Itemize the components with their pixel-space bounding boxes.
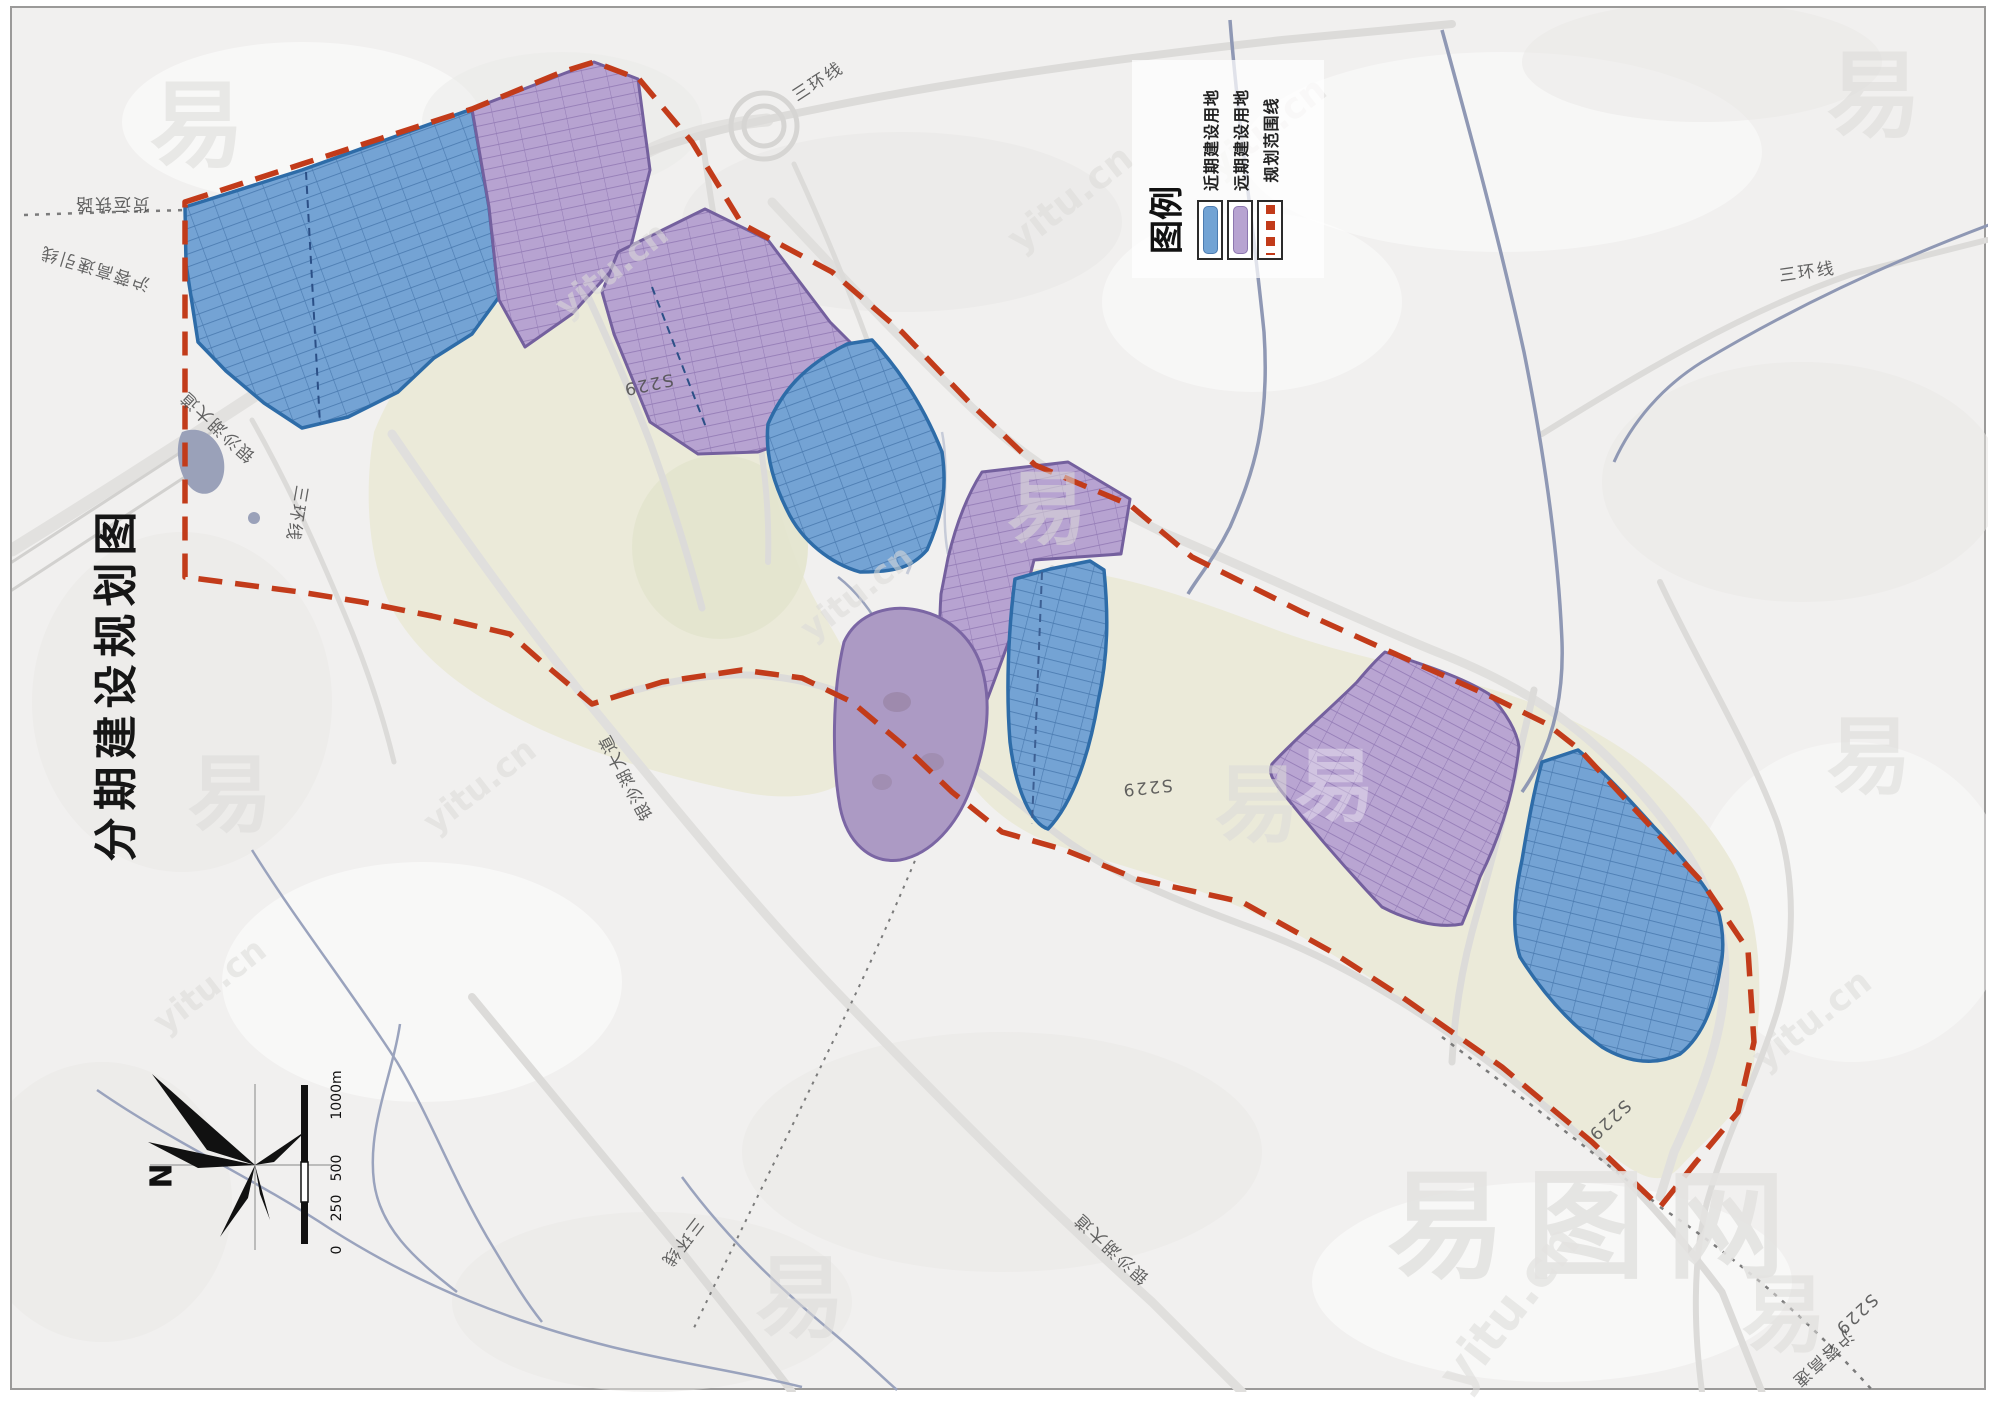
map-frame: 易 易 易 易 易 易 易 易 易 yitu.cn yitu.cn yitu.c…: [10, 6, 1988, 1402]
scale-label-250: 250: [329, 1194, 345, 1222]
legend-label-near-term: 近期建设用地: [1202, 88, 1221, 192]
road-label-freight-railway: 货运铁路: [74, 193, 150, 214]
near-term-color-chip: [1202, 206, 1218, 254]
zone-near-term-mid2: [1006, 559, 1109, 831]
legend-swatch-boundary: [1257, 200, 1283, 260]
zone-near-term-mid1: [765, 338, 946, 574]
scale-label-1000m: 1000m: [329, 1070, 345, 1120]
map-canvas: [12, 8, 1988, 1392]
scale-bar: [300, 1085, 309, 1244]
legend-title: 图例: [1147, 186, 1188, 254]
long-term-color-chip: [1232, 206, 1248, 254]
legend-swatch-long-term: [1227, 200, 1253, 260]
zone-long-term-blob: [832, 606, 989, 862]
legend-label-boundary: 规划范围线: [1262, 97, 1281, 183]
north-label: N: [144, 1163, 180, 1189]
planning-boundary-line: [182, 59, 1757, 1210]
scale-label-0: 0: [329, 1245, 345, 1255]
page-title: 分期建设规划图: [91, 504, 142, 862]
scale-label-500: 500: [329, 1154, 345, 1182]
internal-dashed-lines: [305, 171, 1043, 825]
legend-swatch-near-term: [1197, 200, 1223, 260]
lake: [177, 429, 260, 524]
boundary-dash-chip: [1265, 205, 1275, 255]
zone-long-term-east: [1268, 650, 1521, 927]
legend-label-long-term: 远期建设用地: [1232, 88, 1251, 192]
